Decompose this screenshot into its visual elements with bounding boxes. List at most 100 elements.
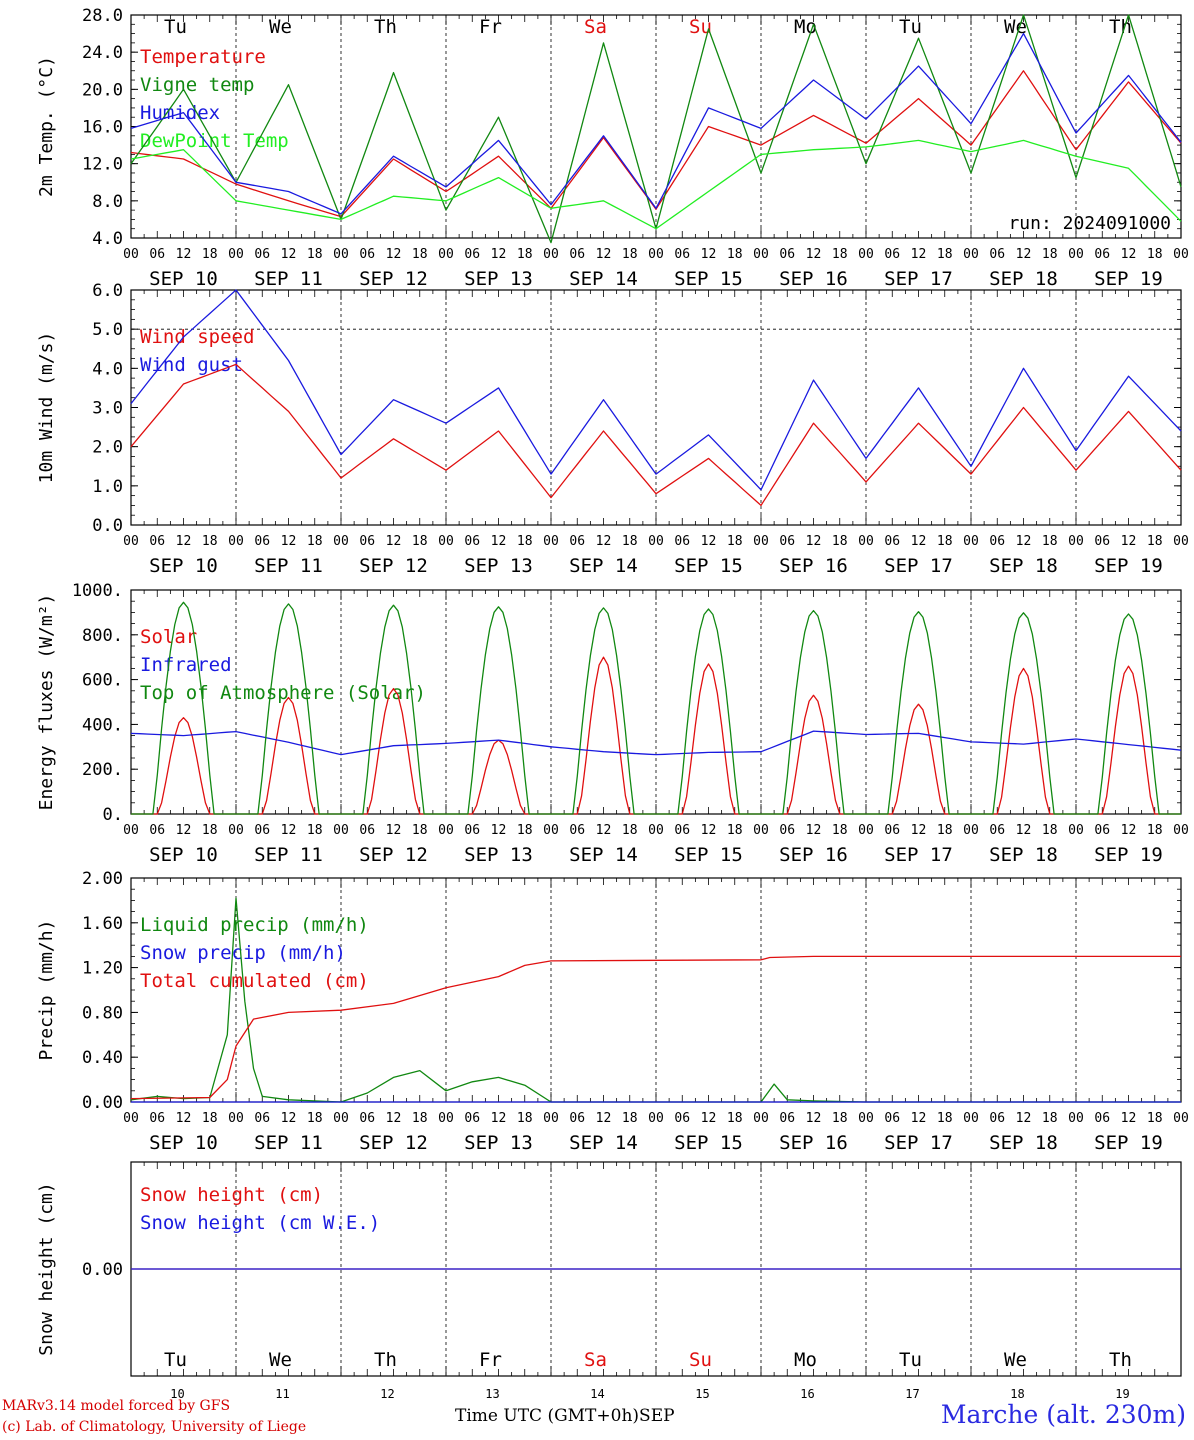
weekday-label: Fr bbox=[479, 16, 502, 38]
x-hour-label: 06 bbox=[254, 823, 270, 838]
x-hour-label: 06 bbox=[569, 534, 585, 549]
x-date-label: SEP 11 bbox=[254, 1132, 323, 1154]
legend-entry: Snow precip (mm/h) bbox=[140, 942, 346, 964]
weekday-label: Su bbox=[689, 16, 712, 38]
x-hour-label: 18 bbox=[937, 247, 953, 262]
x-date-label: SEP 14 bbox=[569, 555, 638, 577]
x-date-label: SEP 16 bbox=[779, 1132, 848, 1154]
x-date-label: SEP 19 bbox=[1094, 268, 1163, 290]
x-hour-label: 18 bbox=[307, 247, 323, 262]
x-date-label: SEP 17 bbox=[884, 1132, 953, 1154]
x-hour-label: 18 bbox=[727, 247, 743, 262]
y-tick-label: 4.0 bbox=[92, 359, 123, 379]
x-date-label: SEP 13 bbox=[464, 844, 533, 866]
x-hour-label: 06 bbox=[149, 534, 165, 549]
x-hour-label: 18 bbox=[832, 534, 848, 549]
x-hour-label: 00 bbox=[753, 1111, 769, 1126]
x-hour-label: 18 bbox=[937, 534, 953, 549]
x-date-label: SEP 17 bbox=[884, 555, 953, 577]
x-hour-label: 00 bbox=[438, 247, 454, 262]
x-hour-label: 18 bbox=[727, 534, 743, 549]
weekday-label: We bbox=[1004, 1349, 1027, 1371]
x-hour-label: 12 bbox=[596, 247, 612, 262]
y-tick-label: 28.0 bbox=[82, 6, 123, 26]
x-date-label: SEP 15 bbox=[674, 555, 743, 577]
x-hour-label: 00 bbox=[228, 823, 244, 838]
x-hour-label: 06 bbox=[149, 823, 165, 838]
x-hour-label: 00 bbox=[333, 1111, 349, 1126]
x-hour-label: 00 bbox=[438, 823, 454, 838]
legend-entry: DewPoint Temp bbox=[140, 130, 289, 152]
x-hour-label: 00 bbox=[858, 247, 874, 262]
y-tick-label: 20.0 bbox=[82, 80, 123, 100]
x-hour-label: 00 bbox=[1173, 534, 1189, 549]
x-hour-label: 12 bbox=[701, 1111, 717, 1126]
y-tick-label: 1000. bbox=[72, 581, 123, 601]
x-hour-label: 06 bbox=[989, 247, 1005, 262]
x-hour-label: 12 bbox=[281, 823, 297, 838]
y-tick-label: 3.0 bbox=[92, 399, 123, 419]
x-hour-label: 12 bbox=[596, 1111, 612, 1126]
y-axis-title: Precip (mm/h) bbox=[36, 920, 57, 1061]
x-hour-label: 12 bbox=[596, 534, 612, 549]
weekday-label: We bbox=[269, 1349, 292, 1371]
y-tick-label: 2.00 bbox=[82, 869, 123, 889]
weekday-label: Th bbox=[374, 16, 397, 38]
weekday-label: Mo bbox=[794, 1349, 817, 1371]
weekday-label: We bbox=[269, 16, 292, 38]
lab-credit: (c) Lab. of Climatology, University of L… bbox=[2, 1419, 307, 1435]
x-hour-label: 18 bbox=[1042, 1111, 1058, 1126]
x-hour-label: 06 bbox=[989, 1111, 1005, 1126]
x-hour-label: 18 bbox=[517, 247, 533, 262]
x-hour-label: 00 bbox=[543, 247, 559, 262]
x-hour-label: 06 bbox=[884, 534, 900, 549]
x-hour-label: 06 bbox=[1094, 534, 1110, 549]
x-hour-label: 18 bbox=[412, 534, 428, 549]
x-date-label: SEP 11 bbox=[254, 555, 323, 577]
x-hour-label: 12 bbox=[1016, 1111, 1032, 1126]
x-hour-label: 12 bbox=[911, 1111, 927, 1126]
x-hour-label: 00 bbox=[1068, 823, 1084, 838]
x-hour-label: 06 bbox=[779, 247, 795, 262]
x-hour-label: 06 bbox=[359, 534, 375, 549]
y-tick-label: 0.00 bbox=[82, 1260, 123, 1280]
x-hour-label: 00 bbox=[963, 247, 979, 262]
legend-entry: Snow height (cm) bbox=[140, 1184, 323, 1206]
x-hour-label: 00 bbox=[228, 247, 244, 262]
x-date-label: SEP 16 bbox=[779, 844, 848, 866]
panel-1: 4.0 8.0 12.0 16.0 20.0 24.0 28.0 2m Temp. (°C) 0… bbox=[36, 6, 1189, 290]
series-wind-speed bbox=[130, 363, 1182, 507]
x-hour-label: 12 bbox=[701, 823, 717, 838]
y-tick-label: 5.0 bbox=[92, 320, 123, 340]
y-tick-label: 200. bbox=[82, 760, 123, 780]
y-tick-label: 0.00 bbox=[82, 1093, 123, 1113]
x-hour-label: 00 bbox=[858, 1111, 874, 1126]
x-hour-label: 06 bbox=[674, 1111, 690, 1126]
weekday-label: Tu bbox=[899, 1349, 922, 1371]
legend-entry: Temperature bbox=[140, 46, 266, 68]
x-hour-label: 18 bbox=[517, 823, 533, 838]
x-date-label: SEP 10 bbox=[149, 844, 218, 866]
x-hour-label: 18 bbox=[202, 247, 218, 262]
panel-5: 0.00 Snow height (cm) Tu We Th Fr Sa Su Mo Tu We Th… bbox=[36, 1161, 1182, 1401]
x-date-label: SEP 16 bbox=[779, 555, 848, 577]
x-hour-label: 00 bbox=[648, 534, 664, 549]
x-hour-label: 06 bbox=[464, 823, 480, 838]
x-hour-label: 00 bbox=[438, 1111, 454, 1126]
x-hour-label: 00 bbox=[123, 823, 139, 838]
x-hour-label: 00 bbox=[963, 534, 979, 549]
x-hour-label: 06 bbox=[779, 1111, 795, 1126]
y-tick-label: 400. bbox=[82, 715, 123, 735]
x-hour-label: 00 bbox=[1068, 247, 1084, 262]
x-hour-label: 18 bbox=[517, 1111, 533, 1126]
weekday-label: Tu bbox=[164, 1349, 187, 1371]
x-hour-label: 18 bbox=[202, 823, 218, 838]
x-hour-label: 06 bbox=[569, 823, 585, 838]
x-hour-label: 12 bbox=[281, 1111, 297, 1126]
x-hour-label: 12 bbox=[386, 534, 402, 549]
x-hour-label: 18 bbox=[202, 1111, 218, 1126]
y-tick-label: 16.0 bbox=[82, 118, 123, 138]
weekday-label: Sa bbox=[584, 1349, 607, 1371]
x-hour-label: 00 bbox=[543, 1111, 559, 1126]
x-date-label: SEP 13 bbox=[464, 555, 533, 577]
